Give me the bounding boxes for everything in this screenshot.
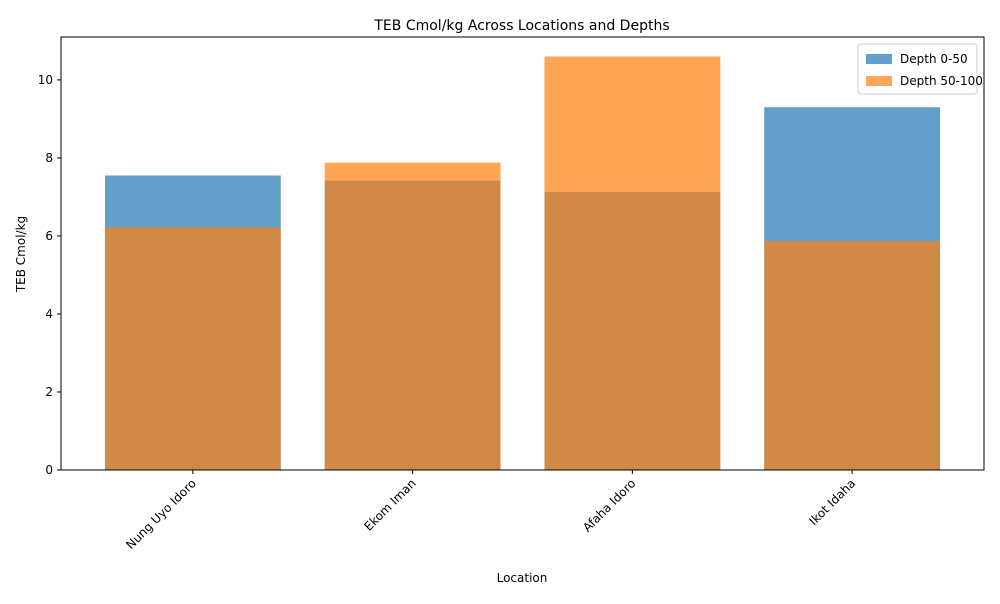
legend: Depth 0-50 Depth 50-100 (857, 43, 983, 95)
bar-depth-50-100-afaha-idoro (544, 56, 721, 470)
y-tick-label: 8 (45, 151, 53, 165)
bar-depth-50-100-nung-uyo-idoro (104, 227, 281, 470)
legend-swatch-depth-50-100 (866, 76, 892, 86)
y-tick-label: 0 (45, 463, 53, 477)
legend-label-depth-0-50: Depth 0-50 (900, 52, 968, 66)
y-axis-label: TEB Cmol/kg (14, 216, 28, 293)
legend-swatch-depth-0-50 (866, 54, 892, 64)
chart-title: TEB Cmol/kg Across Locations and Depths (373, 18, 669, 34)
legend-label-depth-50-100: Depth 50-100 (900, 74, 983, 88)
y-tick-label: 6 (45, 229, 53, 243)
bars-layer (104, 56, 941, 470)
y-tick-label: 2 (45, 385, 53, 399)
plot-frame (60, 36, 985, 471)
x-axis-label: Location (497, 571, 548, 585)
bar-depth-50-100-ikot-idaha (764, 241, 941, 470)
y-tick-label: 4 (45, 307, 53, 321)
y-tick-label: 10 (38, 73, 53, 87)
bar-depth-50-100-ekom-iman (324, 162, 501, 470)
